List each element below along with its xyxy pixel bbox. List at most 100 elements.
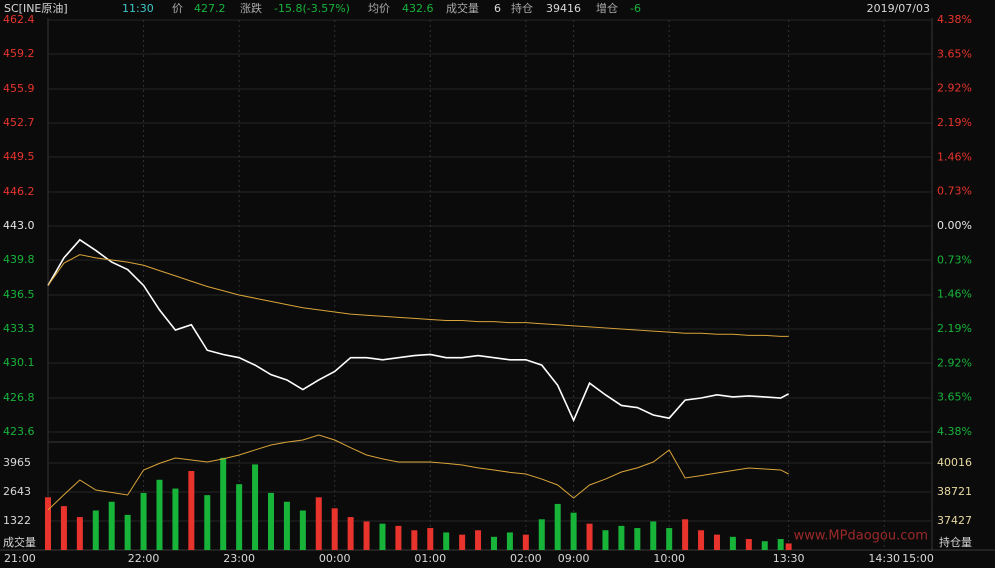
volume-bar: [411, 530, 418, 550]
date: 2019/07/03: [867, 2, 930, 15]
volume-bar: [682, 519, 689, 550]
label: 均价: [368, 2, 390, 15]
y-tick-label: 462.4: [3, 13, 35, 26]
symbol: SC[INE原油]: [4, 1, 68, 15]
y-tick-label: 443.0: [3, 219, 35, 232]
volume-bar: [140, 492, 147, 550]
y2-tick-label: 0.00%: [937, 219, 972, 232]
y2-tick-label: 0.73%: [937, 253, 972, 266]
volume-bar: [92, 510, 99, 550]
label: 增仓: [596, 1, 618, 15]
volume-bar: [427, 528, 434, 550]
y2-tick-label: 1.46%: [937, 150, 972, 163]
y2-tick-label: 2.19%: [937, 322, 972, 335]
volume-bar: [283, 501, 290, 550]
volume-bar: [363, 521, 370, 550]
value: 432.6: [402, 2, 434, 15]
x-tick-label: 10:00: [653, 552, 685, 565]
value: 39416: [546, 2, 581, 15]
volume-bar: [713, 534, 720, 550]
y2-tick-label: 2.92%: [937, 356, 972, 369]
volume-bar: [220, 457, 227, 550]
volume-bar: [618, 525, 625, 550]
volume-bar: [522, 534, 529, 550]
x-tick-label: 02:00: [510, 552, 542, 565]
volume-bar: [785, 543, 792, 550]
volume-bar: [124, 514, 131, 550]
y2-tick-label: 4.38%: [937, 13, 972, 26]
volume-bar: [745, 539, 752, 550]
y2-tick-label: 4.38%: [937, 425, 972, 438]
volume-bar: [395, 525, 402, 550]
oi-tick-label: 37427: [937, 514, 972, 527]
header: SC[INE原油] 11:30 价 427.2 涨跌 -15.8(-3.57%)…: [4, 1, 930, 15]
y-tick-label: 426.8: [3, 391, 35, 404]
volume-bar: [538, 519, 545, 550]
volume-bar: [299, 510, 306, 550]
x-tick-label: 14:30: [868, 552, 900, 565]
volume-bar: [729, 536, 736, 550]
time: 11:30: [122, 2, 154, 15]
volume-bar: [506, 532, 513, 550]
volume-bar: [76, 517, 83, 550]
volume-bar: [777, 539, 784, 550]
label: 涨跌: [240, 1, 262, 15]
volume-bar: [586, 523, 593, 550]
volume-tick-label: 1322: [3, 514, 31, 527]
volume-bar: [443, 532, 450, 550]
volume-bar: [602, 530, 609, 550]
volume-tick-label: 3965: [3, 456, 31, 469]
x-tick-label: 09:00: [558, 552, 590, 565]
volume-bar: [475, 530, 482, 550]
volume-bar: [347, 517, 354, 550]
y-tick-label: 436.5: [3, 288, 35, 301]
x-tick-label: 13:30: [773, 552, 805, 565]
label: 持仓: [511, 1, 533, 15]
x-tick-label: 00:00: [319, 552, 351, 565]
label: 价: [172, 2, 183, 15]
y-tick-label: 433.3: [3, 322, 35, 335]
x-tick-label: 15:00: [902, 552, 934, 565]
value: 6: [494, 2, 501, 15]
volume-bar: [156, 479, 163, 550]
y-tick-label: 423.6: [3, 425, 35, 438]
y2-tick-label: 1.46%: [937, 288, 972, 301]
oi-tick-label: 38721: [937, 485, 972, 498]
volume-bar: [379, 523, 386, 550]
x-tick-label: 01:00: [414, 552, 446, 565]
volume-bar: [108, 501, 115, 550]
volume-bar: [761, 541, 768, 550]
volume-bar: [45, 497, 51, 550]
y-tick-label: 446.2: [3, 185, 35, 198]
y2-tick-label: 3.65%: [937, 47, 972, 60]
price-line: [47, 254, 789, 337]
x-tick-label: 21:00: [4, 552, 36, 565]
volume-bar: [315, 497, 322, 550]
volume-bar: [60, 506, 67, 550]
volume-bar: [650, 521, 657, 550]
value: 427.2: [194, 2, 226, 15]
volume-bar: [554, 503, 561, 550]
watermark: www.MPdaogou.com: [794, 529, 928, 544]
y2-tick-label: 2.92%: [937, 82, 972, 95]
volume-bar: [459, 534, 466, 550]
volume-bar: [236, 484, 243, 550]
y-tick-label: 449.5: [3, 150, 35, 163]
volume-bar: [172, 488, 179, 550]
volume-bar: [267, 492, 274, 550]
oi-tick-label: 40016: [937, 456, 972, 469]
value: -15.8(-3.57%): [274, 2, 350, 15]
volume-bar: [490, 536, 497, 550]
y2-tick-label: 0.73%: [937, 185, 972, 198]
x-tick-label: 22:00: [128, 552, 160, 565]
y-tick-label: 439.8: [3, 253, 35, 266]
y-tick-label: 455.9: [3, 82, 35, 95]
volume-axis-label: 成交量: [3, 535, 36, 549]
value: -6: [630, 2, 641, 15]
volume-bar: [570, 512, 577, 550]
y-tick-label: 452.7: [3, 116, 35, 129]
price-line: [47, 238, 790, 423]
y2-tick-label: 2.19%: [937, 116, 972, 129]
